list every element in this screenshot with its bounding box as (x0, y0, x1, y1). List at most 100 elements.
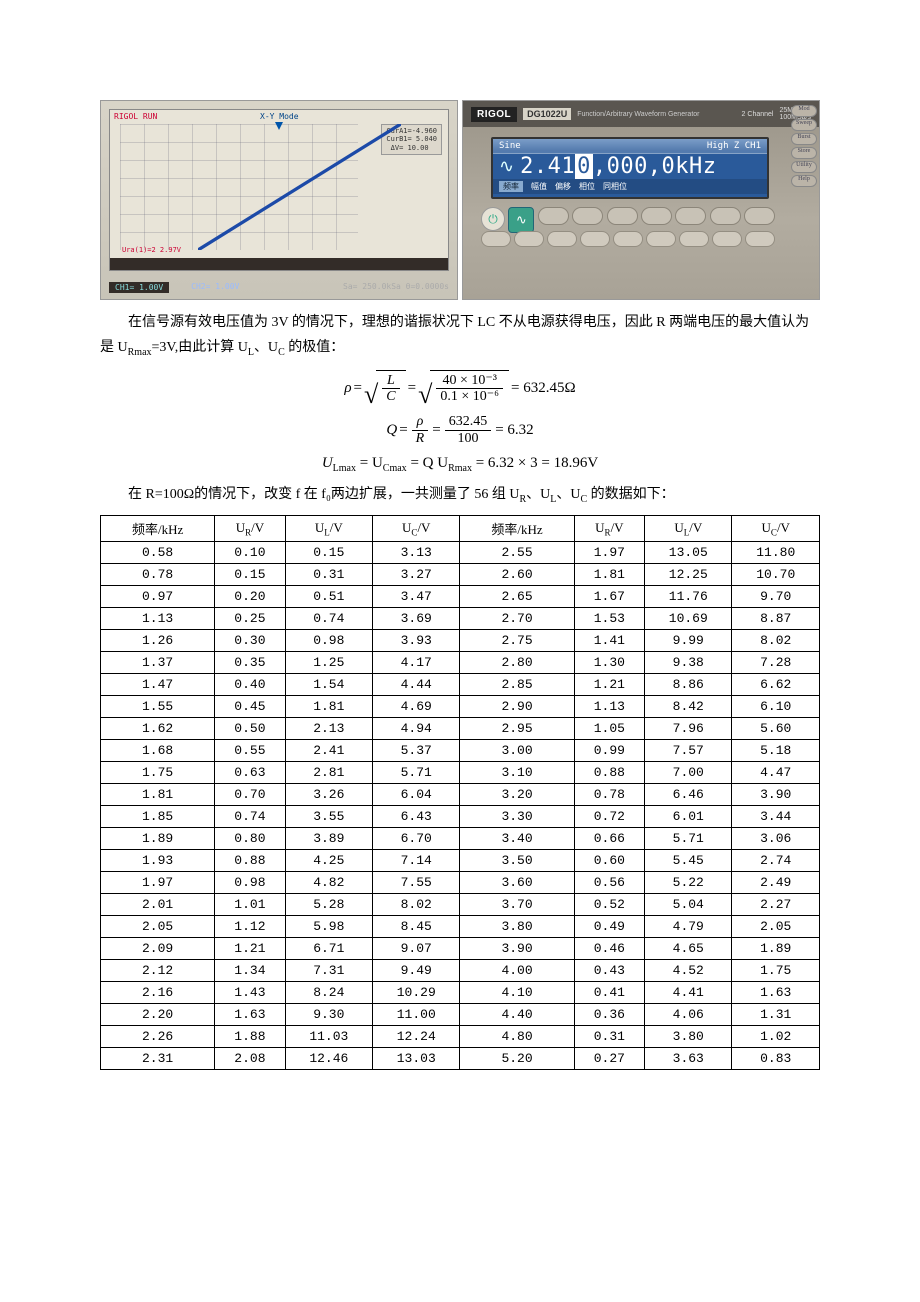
table-cell: 9.38 (645, 652, 732, 674)
table-header-cell: UC/V (732, 516, 820, 542)
table-cell: 1.85 (101, 806, 215, 828)
table-cell: 8.24 (285, 982, 372, 1004)
table-cell: 4.79 (645, 916, 732, 938)
table-cell: 4.40 (460, 1004, 574, 1026)
table-row: 2.121.347.319.494.000.434.521.75 (101, 960, 820, 982)
table-cell: 12.46 (285, 1048, 372, 1070)
siggen-waveform-name: Sine (499, 141, 521, 151)
table-cell: 2.12 (101, 960, 215, 982)
table-cell: 0.98 (285, 630, 372, 652)
scope-ch2-label: CH2= 1.00V (191, 282, 239, 293)
table-cell: 10.70 (732, 564, 820, 586)
table-cell: 3.55 (285, 806, 372, 828)
table-cell: 5.20 (460, 1048, 574, 1070)
siggen-model-label: DG1022U (523, 108, 571, 120)
table-cell: 0.10 (215, 542, 285, 564)
scope-mode-label: X-Y Mode (260, 112, 299, 121)
table-cell: 5.60 (732, 718, 820, 740)
frac-num1: 40 × 10⁻³ (436, 373, 503, 389)
table-cell: 5.98 (285, 916, 372, 938)
frac-den2: 100 (445, 431, 492, 448)
table-cell: 3.70 (460, 894, 574, 916)
siggen-lcd: Sine High Z CH1 ∿ 2.410,000,0kHz 频率 幅值 偏… (491, 137, 769, 199)
ur-sub: Rmax (448, 463, 472, 474)
oscilloscope-photo: RIGOL RUN X-Y Mode CurA1=-4.960 CurB1= 5… (100, 100, 458, 300)
table-cell: 3.30 (460, 806, 574, 828)
table-row: 1.890.803.896.703.400.665.713.06 (101, 828, 820, 850)
table-header-cell: 频率/kHz (101, 516, 215, 542)
table-cell: 0.43 (574, 960, 644, 982)
siggen-side-btn: Store (791, 147, 817, 159)
sine-wave-icon: ∿ (499, 156, 514, 177)
siggen-key (679, 231, 709, 247)
table-cell: 13.05 (645, 542, 732, 564)
table-cell: 13.03 (373, 1048, 460, 1070)
siggen-value-cursor: 0 (575, 154, 593, 179)
table-cell: 1.97 (574, 542, 644, 564)
scope-ch1-label: CH1= 1.00V (109, 282, 169, 293)
table-cell: 1.67 (574, 586, 644, 608)
table-cell: 2.81 (285, 762, 372, 784)
table-cell: 2.09 (101, 938, 215, 960)
instrument-photo-row: RIGOL RUN X-Y Mode CurA1=-4.960 CurB1= 5… (100, 100, 820, 300)
table-row: 2.312.0812.4613.035.200.273.630.83 (101, 1048, 820, 1070)
siggen-menu-item: 幅值 (531, 181, 547, 192)
table-cell: 1.93 (101, 850, 215, 872)
umax-result: = 6.32 × 3 = 18.96V (472, 455, 598, 471)
table-cell: 1.26 (101, 630, 215, 652)
formula-q: Q = ρ R = 632.45 100 = 6.32 (100, 414, 820, 447)
table-cell: 2.26 (101, 1026, 215, 1048)
table-cell: 1.62 (101, 718, 215, 740)
ul-mid1: = U (356, 455, 383, 471)
table-cell: 5.45 (645, 850, 732, 872)
table-row: 1.970.984.827.553.600.565.222.49 (101, 872, 820, 894)
table-cell: 2.08 (215, 1048, 285, 1070)
siggen-brand-label: RIGOL (471, 107, 517, 122)
table-cell: 8.86 (645, 674, 732, 696)
table-cell: 0.55 (215, 740, 285, 762)
siggen-value-pre: 2.41 (520, 154, 575, 179)
table-cell: 7.14 (373, 850, 460, 872)
table-header-cell: 频率/kHz (460, 516, 574, 542)
table-cell: 0.51 (285, 586, 372, 608)
siggen-menu-item: 同相位 (603, 181, 627, 192)
frac-den1: 0.1 × 10⁻⁶ (436, 389, 503, 406)
table-cell: 8.02 (732, 630, 820, 652)
table-cell: 3.63 (645, 1048, 732, 1070)
table-cell: 7.55 (373, 872, 460, 894)
table-cell: 1.89 (732, 938, 820, 960)
table-cell: 9.49 (373, 960, 460, 982)
table-cell: 2.05 (101, 916, 215, 938)
table-cell: 1.75 (101, 762, 215, 784)
table-cell: 2.13 (285, 718, 372, 740)
table-cell: 8.45 (373, 916, 460, 938)
table-cell: 3.00 (460, 740, 574, 762)
table-cell: 1.13 (101, 608, 215, 630)
sqrt-group-1: √ L C (364, 370, 406, 406)
siggen-soft-button (607, 207, 638, 225)
ul-sub: Lmax (333, 463, 356, 474)
table-cell: 9.07 (373, 938, 460, 960)
table-cell: 2.74 (732, 850, 820, 872)
table-cell: 0.78 (574, 784, 644, 806)
scope-brand-label: RIGOL RUN (114, 112, 157, 121)
table-row: 1.370.351.254.172.801.309.387.28 (101, 652, 820, 674)
table-row: 2.161.438.2410.294.100.414.411.63 (101, 982, 820, 1004)
siggen-side-btn: Sweep (791, 119, 817, 131)
p1-part-c: 、U (254, 340, 278, 355)
table-cell: 1.37 (101, 652, 215, 674)
table-cell: 6.71 (285, 938, 372, 960)
siggen-value-post: ,000,0kHz (593, 154, 717, 179)
table-row: 1.470.401.544.442.851.218.866.62 (101, 674, 820, 696)
table-cell: 4.00 (460, 960, 574, 982)
table-cell: 4.94 (373, 718, 460, 740)
p2-part-a: 在 R=100Ω的情况下，改变 f 在 f₀两边扩展，一共测量了 56 组 U (128, 487, 519, 502)
table-cell: 3.47 (373, 586, 460, 608)
table-cell: 1.12 (215, 916, 285, 938)
table-cell: 1.41 (574, 630, 644, 652)
table-cell: 2.01 (101, 894, 215, 916)
formula-rho: ρ = √ L C = √ 40 × 10⁻³ 0.1 × 10⁻⁶ = 632… (100, 370, 820, 406)
table-cell: 2.55 (460, 542, 574, 564)
table-cell: 2.49 (732, 872, 820, 894)
table-cell: 1.34 (215, 960, 285, 982)
